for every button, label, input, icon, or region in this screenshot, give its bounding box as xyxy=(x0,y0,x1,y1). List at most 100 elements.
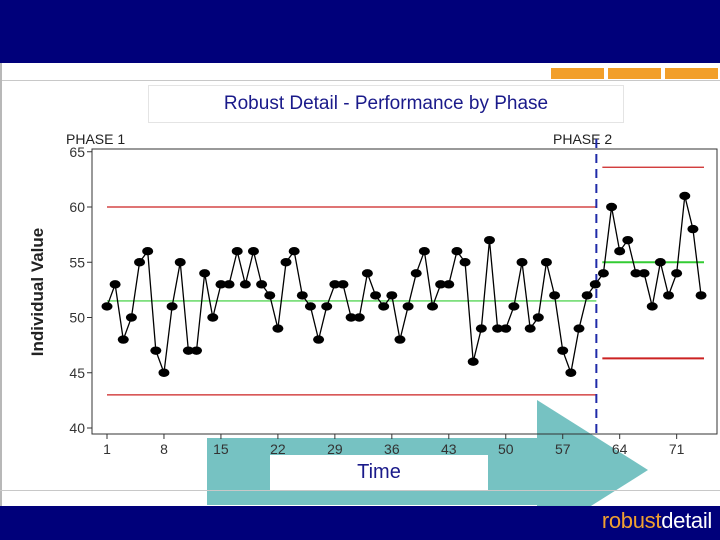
x-tick-label: 43 xyxy=(441,441,457,457)
y-tick-label: 60 xyxy=(69,199,85,215)
footer-band xyxy=(0,506,720,540)
data-point xyxy=(394,335,406,344)
x-tick-label: 22 xyxy=(270,441,286,457)
header-band xyxy=(0,0,720,63)
data-point xyxy=(166,302,178,311)
data-point xyxy=(630,269,642,278)
data-point xyxy=(109,280,121,289)
data-point xyxy=(663,291,675,300)
data-point xyxy=(125,313,137,322)
x-tick-label: 15 xyxy=(213,441,229,457)
data-point xyxy=(337,280,349,289)
data-point xyxy=(321,302,333,311)
y-tick-label: 55 xyxy=(69,254,85,270)
data-point xyxy=(134,258,146,267)
y-tick-label: 45 xyxy=(69,365,85,381)
data-point xyxy=(614,247,626,256)
data-point xyxy=(199,269,211,278)
accent-block xyxy=(608,68,661,79)
data-point xyxy=(532,313,544,322)
data-point xyxy=(589,280,601,289)
data-point xyxy=(272,324,284,333)
data-point xyxy=(410,269,422,278)
data-point xyxy=(646,302,658,311)
phase-1-label: PHASE 1 xyxy=(66,131,125,147)
data-point xyxy=(191,346,203,355)
data-point xyxy=(597,269,609,278)
phase-2-label: PHASE 2 xyxy=(553,131,612,147)
x-axis-label: Time xyxy=(270,455,488,490)
data-point xyxy=(329,280,341,289)
data-point xyxy=(573,324,585,333)
data-point xyxy=(101,302,113,311)
data-point xyxy=(247,247,259,256)
data-point xyxy=(427,302,439,311)
data-point xyxy=(483,235,495,245)
data-point xyxy=(459,258,471,267)
brand-part-2: detail xyxy=(661,508,712,533)
data-point xyxy=(679,191,691,201)
data-point xyxy=(467,357,479,366)
data-point xyxy=(256,280,268,289)
data-point xyxy=(386,291,398,300)
data-point xyxy=(500,324,512,333)
data-point xyxy=(223,280,235,289)
y-axis-label: Individual Value xyxy=(28,228,47,356)
data-point xyxy=(313,335,325,344)
data-point xyxy=(695,291,707,300)
data-point xyxy=(402,302,414,311)
accent-block xyxy=(665,68,718,79)
data-point xyxy=(549,291,561,300)
data-point xyxy=(215,280,227,289)
data-point xyxy=(565,368,577,377)
divider xyxy=(0,490,720,491)
data-point xyxy=(435,280,447,289)
data-point xyxy=(451,247,463,256)
data-point xyxy=(581,291,593,300)
data-point xyxy=(231,247,243,256)
x-tick-label: 50 xyxy=(498,441,514,457)
data-point xyxy=(182,346,194,355)
data-point xyxy=(264,291,276,300)
data-point xyxy=(174,258,186,267)
data-point xyxy=(207,313,219,322)
y-tick-label: 65 xyxy=(69,144,85,160)
data-point xyxy=(687,224,699,234)
plot-frame xyxy=(91,148,718,435)
data-point xyxy=(654,258,666,267)
brand-part-1: robust xyxy=(601,508,662,533)
data-point xyxy=(475,324,487,333)
y-tick-label: 50 xyxy=(69,310,85,326)
y-tick-label: 40 xyxy=(69,420,85,436)
data-point xyxy=(158,368,170,377)
data-point xyxy=(516,258,528,267)
x-tick-label: 29 xyxy=(327,441,343,457)
accent-blocks xyxy=(551,68,718,79)
data-point xyxy=(361,269,373,278)
data-point xyxy=(117,335,129,344)
data-point xyxy=(540,258,552,267)
data-point xyxy=(304,302,316,311)
x-tick-label: 36 xyxy=(384,441,400,457)
divider xyxy=(0,63,2,540)
data-point xyxy=(288,247,300,256)
data-point xyxy=(345,313,357,322)
data-point xyxy=(492,324,504,333)
data-point xyxy=(239,280,251,289)
data-point xyxy=(378,302,390,311)
data-point xyxy=(296,291,308,300)
x-tick-label: 57 xyxy=(555,441,571,457)
data-point xyxy=(142,247,154,256)
data-point xyxy=(671,269,683,278)
data-point xyxy=(638,269,650,278)
data-point xyxy=(606,202,618,212)
data-point xyxy=(150,346,162,355)
chart-title: Robust Detail - Performance by Phase xyxy=(148,85,624,123)
x-tick-label: 8 xyxy=(160,441,168,457)
x-tick-label: 64 xyxy=(612,441,628,457)
data-point xyxy=(418,247,430,256)
data-point xyxy=(443,280,455,289)
data-point xyxy=(280,258,292,267)
divider xyxy=(0,80,720,81)
data-point xyxy=(508,302,520,311)
